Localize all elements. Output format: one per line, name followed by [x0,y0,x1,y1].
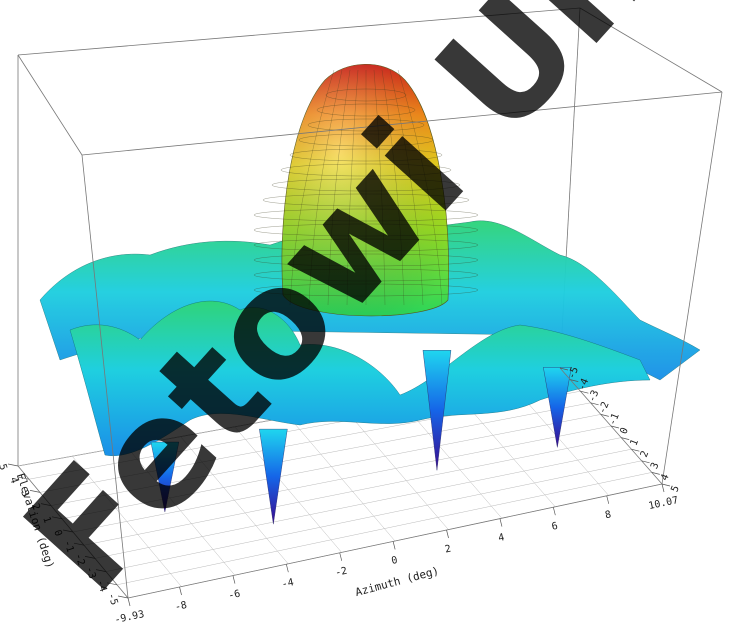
y-tick-mark-8 [29,490,41,493]
x-tick-label-10: 10.07 [648,495,680,512]
grid-line-y-5 [72,425,612,533]
y-tick-mark-4 [73,542,85,546]
x-tick-mark-6 [446,529,449,539]
y-tick-label-10: 5 [0,463,9,472]
x-tick-label-8: 6 [551,521,559,533]
grid-line-x-6 [343,407,449,530]
y-tick-label-4: -1 [61,539,75,554]
y-tick-mark-1 [106,582,118,586]
null-spike-1 [259,428,288,525]
y-tick-label-9: 4 [7,476,19,485]
x-tick-label-7: 4 [497,532,505,544]
y-tick-mark-7 [40,503,52,506]
back-y-axis-ticks: -5-4-3-2-10 12 3 45 [559,365,682,494]
lobe-meridian-1 [308,69,343,306]
null-spike-2 [422,350,452,471]
lobe-meridian-6 [381,69,405,306]
grid-line-y-6 [61,414,601,520]
x-tick-mark-2 [232,575,236,584]
x-tick-label-5: 0 [391,555,399,567]
x-axis-title: Azimuth (deg) [354,564,441,599]
y-tick-mark-3 [84,556,96,559]
x-tick-mark-8 [552,507,556,516]
y-tick-mark-2 [95,569,107,572]
y-tick-label-8: 3 [18,489,30,498]
back-y-tick-mark-3 [590,402,599,406]
back-y-tick-mark-5 [610,425,620,429]
x-tick-label-3: -4 [281,577,295,590]
y-tick-label-2: -3 [83,565,97,580]
x-tick-mark-10 [661,483,665,493]
back-y-tick-label-9: 4 [659,473,671,483]
grid-line-y-7 [50,402,591,506]
box-edge-back-5 [579,7,723,93]
lobe-meridian-5 [373,69,386,306]
back-y-tick-label-2: -3 [587,389,602,404]
back-y-tick-mark-8 [641,460,650,464]
lobe-meridian-0 [289,69,335,306]
back-y-tick-mark-9 [651,472,660,475]
back-y-tick-mark-6 [621,437,630,440]
back-y-tick-label-10: 5 [669,484,681,494]
y-tick-label-0: -5 [105,592,119,607]
x-tick-mark-7 [499,518,503,527]
back-y-tick-mark-2 [580,390,589,394]
back-y-tick-mark-7 [631,448,640,452]
lobe-meridian-7 [389,69,424,306]
back-y-tick-label-8: 3 [649,461,661,471]
box-edge-front-4 [81,154,129,599]
null-spike-3 [543,367,572,448]
y-tick-mark-6 [51,516,63,520]
y-tick-mark-10 [7,463,19,467]
box-edge-back-3 [17,7,581,56]
back-y-tick-mark-4 [600,414,609,417]
box-edge-front-0 [127,483,663,599]
box-edge-front-5 [81,91,723,156]
y-tick-label-1: -4 [94,579,108,594]
x-tick-mark-4 [339,552,343,561]
x-tick-mark-0 [127,597,131,607]
back-y-tick-label-7: 2 [639,449,651,459]
y-axis-ticks: -5-4-3-2-10 1 2 3 4 5 [0,463,129,607]
x-tick-mark-9 [606,495,610,504]
box-edge-back-4 [17,54,83,156]
back-y-tick-label-4: -1 [607,412,622,427]
x-tick-mark-3 [285,564,289,573]
back-y-tick-label-1: -4 [577,377,592,392]
lobe-meridian-3 [346,69,359,306]
main-lobe-highlight [281,64,449,316]
null-spike-0 [150,441,180,513]
x-tick-label-1: -8 [174,600,188,613]
y-tick-label-7: 2 [29,502,41,511]
back-y-tick-mark-1 [570,379,579,382]
y-tick-label-3: -2 [72,552,86,567]
x-tick-label-2: -6 [227,589,241,602]
side-lobe-front [69,300,651,456]
y-tick-mark-5 [62,529,74,533]
x-tick-label-9: 8 [604,509,612,521]
y-tick-label-5: 0 [51,529,63,538]
back-y-tick-mark-10 [661,483,671,487]
box-edge-front-3 [661,91,723,485]
back-y-tick-label-6: 1 [629,438,641,448]
x-tick-mark-1 [179,586,182,596]
back-y-tick-label-0: -5 [566,365,581,380]
x-tick-label-4: -2 [334,566,348,579]
x-tick-label-6: 2 [444,544,452,556]
surface-mesh [39,63,701,525]
x-tick-mark-5 [392,541,396,550]
lobe-meridian-2 [327,69,351,306]
lobe-meridian-8 [397,69,443,306]
back-y-tick-label-3: -2 [597,400,612,415]
back-y-tick-mark-0 [559,367,569,371]
y-tick-mark-0 [117,595,129,599]
y-tick-label-6: 1 [40,515,52,524]
y-tick-mark-9 [18,476,30,480]
back-y-tick-label-5: 0 [618,426,630,436]
